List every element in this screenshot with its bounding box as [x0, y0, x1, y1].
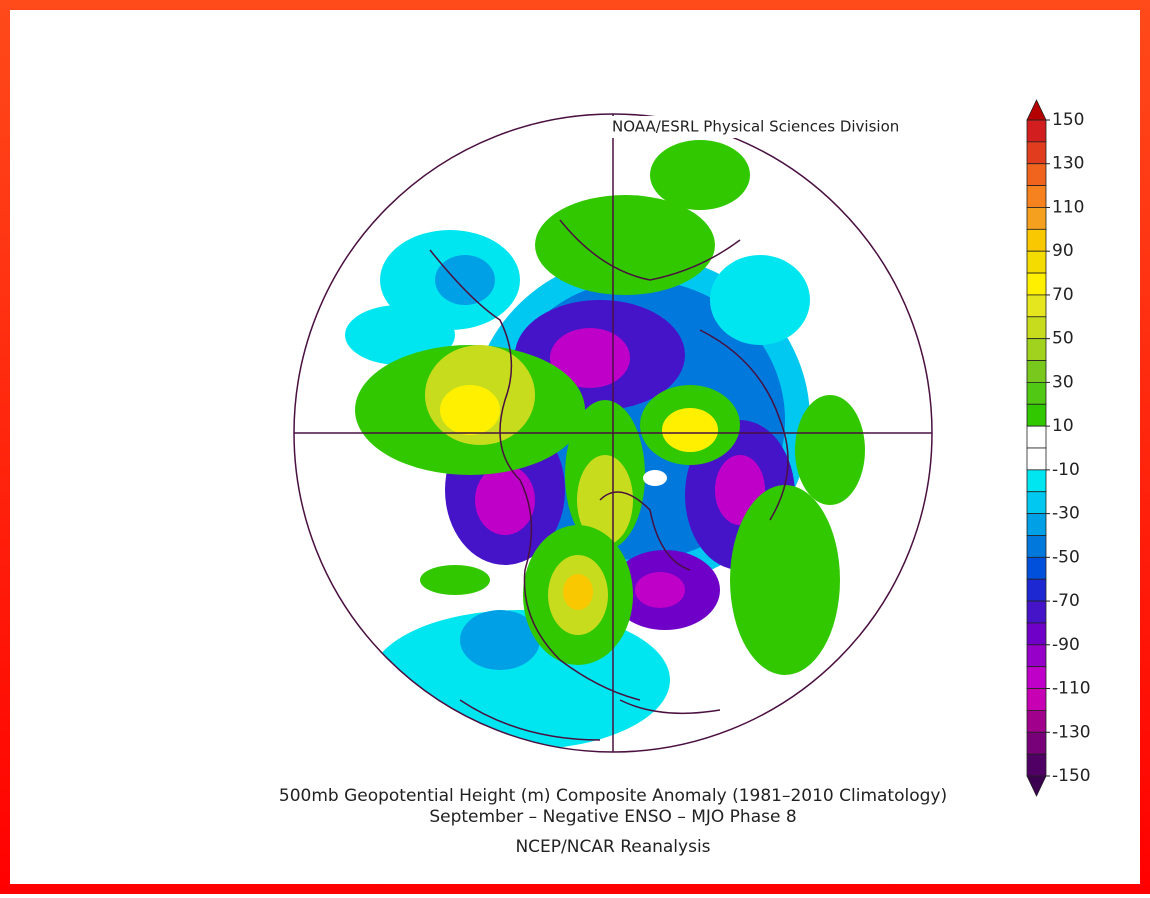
colorbar-tick-label: 150: [1052, 110, 1084, 130]
colorbar-tick-label: -10: [1052, 460, 1080, 480]
colorbar-box: [1026, 447, 1047, 471]
colorbar-box: [1026, 578, 1047, 602]
colorbar-tick-label: -110: [1052, 679, 1091, 699]
colorbar-tick-label: 70: [1052, 285, 1074, 305]
colorbar-tick-label: 10: [1052, 416, 1074, 436]
colorbar-box: [1026, 644, 1047, 668]
colorbar-tick-label: -50: [1052, 547, 1080, 567]
colorbar-box: [1026, 469, 1047, 493]
colorbar-box: [1026, 403, 1047, 427]
colorbar-box: [1026, 228, 1047, 252]
colorbar-box: [1026, 425, 1047, 449]
colorbar: 150 130 110 90 70 50 30 10 -10 -30 -50 -70 -90 -110 -1…: [1026, 99, 1091, 797]
colorbar-box: [1026, 731, 1047, 755]
colorbar-tick-label: 130: [1052, 154, 1084, 174]
colorbar-over: [1026, 99, 1047, 121]
colorbar-box: [1026, 338, 1047, 361]
colorbar-box: [1026, 491, 1047, 515]
colorbar-tick-label: -90: [1052, 635, 1080, 655]
colorbar-box: [1026, 185, 1047, 208]
colorbar-tick-label: -130: [1052, 722, 1091, 742]
colorbar-under: [1026, 775, 1047, 797]
colorbar-box: [1026, 535, 1047, 558]
colorbar-box: [1026, 666, 1047, 689]
colorbar-box: [1026, 710, 1047, 733]
caption-subtitle: September – Negative ENSO – MJO Phase 8: [429, 807, 796, 827]
colorbar-tick-label: 50: [1052, 329, 1074, 349]
colorbar-tick-label: -150: [1052, 766, 1091, 786]
credit-box: [592, 116, 932, 138]
colorbar-tick-label: 30: [1052, 372, 1074, 392]
colorbar-box: [1026, 688, 1047, 711]
colorbar-tick-label: -30: [1052, 504, 1080, 524]
colorbar-box: [1026, 250, 1047, 274]
colorbar-box: [1026, 381, 1047, 405]
colorbar-box: [1026, 556, 1047, 580]
colorbar-box: [1026, 207, 1047, 230]
colorbar-box: [1026, 141, 1047, 165]
caption-title: 500mb Geopotential Height (m) Composite …: [279, 786, 947, 806]
colorbar-box: [1026, 294, 1047, 318]
colorbar-box: [1026, 163, 1047, 187]
colorbar-box: [1026, 600, 1047, 624]
colorbar-box: [1026, 622, 1047, 646]
colorbar-box: [1026, 513, 1047, 536]
caption-source: NCEP/NCAR Reanalysis: [515, 837, 710, 857]
colorbar-box: [1026, 119, 1047, 143]
colorbar-tick-label: -70: [1052, 591, 1080, 611]
credit: NOAA/ESRL Physical Sciences Division: [612, 118, 899, 136]
colorbar-box: [1026, 360, 1047, 383]
colorbar-tick-label: 90: [1052, 241, 1074, 261]
colorbar-box: [1026, 316, 1047, 340]
colorbar-box: [1026, 753, 1047, 777]
colorbar-box: [1026, 272, 1047, 296]
colorbar-tick-label: 110: [1052, 197, 1084, 217]
